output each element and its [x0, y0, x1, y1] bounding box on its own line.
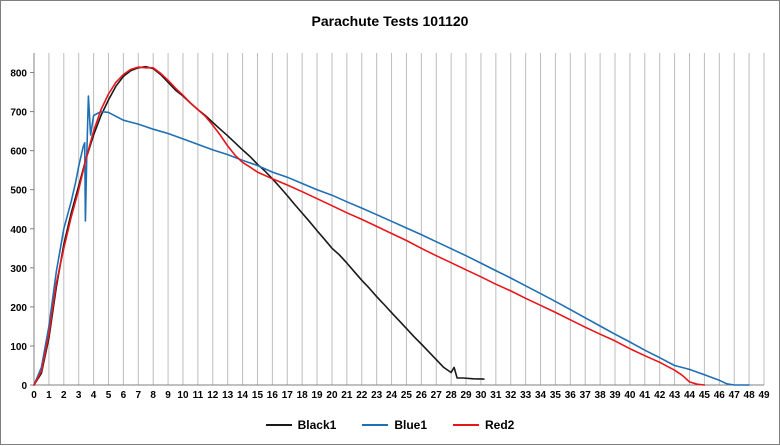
- x-tick-label: 17: [282, 390, 294, 401]
- x-tick-label: 29: [460, 390, 472, 401]
- x-tick-label: 32: [505, 390, 517, 401]
- x-tick-label: 13: [222, 390, 234, 401]
- x-tick-label: 9: [165, 390, 171, 401]
- legend-entry-red2: Red2: [453, 418, 514, 432]
- x-tick-label: 2: [61, 390, 67, 401]
- legend-swatch: [453, 424, 480, 426]
- x-tick-label: 41: [639, 390, 651, 401]
- y-tick-label: 400: [10, 225, 27, 236]
- y-tick-label: 600: [10, 147, 27, 158]
- series-line-black1: [33, 65, 485, 386]
- y-tick-label: 0: [21, 381, 27, 392]
- x-tick-label: 6: [121, 390, 127, 401]
- legend-label: Black1: [297, 418, 337, 432]
- y-tick-label: 800: [10, 69, 27, 80]
- y-tick-label: 700: [10, 108, 27, 119]
- x-tick-label: 3: [76, 390, 82, 401]
- y-tick-label: 500: [10, 186, 27, 197]
- x-tick-label: 31: [490, 390, 502, 401]
- x-tick-label: 45: [699, 390, 711, 401]
- legend-swatch: [265, 424, 292, 426]
- legend-entry-black1: Black1: [265, 418, 337, 432]
- x-tick-label: 18: [297, 390, 309, 401]
- x-tick-label: 10: [177, 390, 189, 401]
- x-tick-label: 46: [714, 390, 726, 401]
- x-tick-label: 4: [91, 390, 97, 401]
- x-tick-label: 28: [446, 390, 458, 401]
- x-tick-label: 37: [580, 390, 592, 401]
- series-line-red2: [33, 66, 706, 386]
- x-tick-label: 49: [758, 390, 770, 401]
- x-tick-label: 27: [431, 390, 443, 401]
- x-tick-label: 22: [356, 390, 368, 401]
- chart-legend: Black1 Blue1 Red2: [1, 415, 779, 435]
- x-tick-label: 0: [31, 390, 37, 401]
- x-tick-label: 21: [341, 390, 353, 401]
- y-tick-label: 100: [10, 342, 27, 353]
- x-tick-label: 14: [237, 390, 249, 401]
- legend-swatch: [362, 424, 389, 426]
- x-tick-label: 33: [520, 390, 532, 401]
- x-tick-label: 5: [106, 390, 112, 401]
- y-tick-label: 200: [10, 303, 27, 314]
- x-tick-label: 26: [416, 390, 428, 401]
- x-tick-label: 8: [150, 390, 156, 401]
- x-tick-label: 34: [535, 390, 547, 401]
- y-tick-label: 300: [10, 264, 27, 275]
- x-tick-label: 44: [684, 390, 696, 401]
- legend-label: Red2: [485, 418, 515, 432]
- x-tick-label: 16: [267, 390, 279, 401]
- x-tick-label: 23: [371, 390, 383, 401]
- x-tick-label: 48: [744, 390, 756, 401]
- x-tick-label: 11: [193, 390, 204, 401]
- x-tick-label: 40: [624, 390, 636, 401]
- x-tick-label: 39: [609, 390, 621, 401]
- x-tick-label: 20: [326, 390, 338, 401]
- x-tick-label: 36: [565, 390, 577, 401]
- x-tick-label: 7: [136, 390, 142, 401]
- x-tick-label: 19: [311, 390, 323, 401]
- x-tick-label: 30: [475, 390, 487, 401]
- x-tick-label: 43: [669, 390, 681, 401]
- chart-title: Parachute Tests 101120: [311, 13, 469, 29]
- legend-entry-blue1: Blue1: [362, 418, 427, 432]
- x-tick-label: 47: [729, 390, 741, 401]
- x-tick-label: 12: [207, 390, 219, 401]
- x-tick-label: 38: [595, 390, 607, 401]
- x-tick-label: 25: [401, 390, 413, 401]
- x-tick-label: 15: [252, 390, 264, 401]
- legend-label: Blue1: [394, 418, 428, 432]
- x-tick-label: 35: [550, 390, 562, 401]
- x-tick-label: 1: [46, 390, 52, 401]
- series-line-blue1: [33, 95, 750, 386]
- x-tick-label: 24: [386, 390, 398, 401]
- x-tick-label: 42: [654, 390, 666, 401]
